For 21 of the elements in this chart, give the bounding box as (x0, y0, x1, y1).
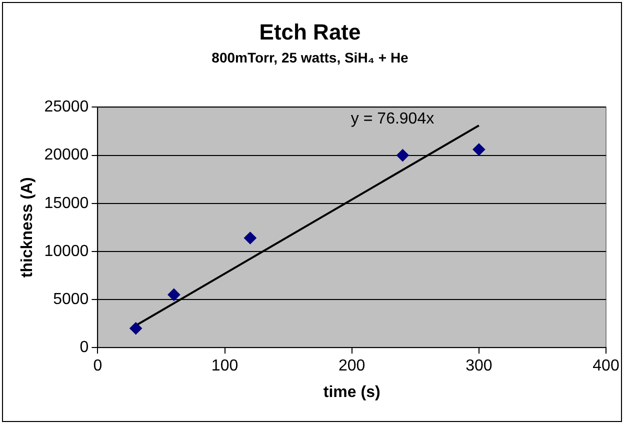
y-tick-label: 20000 (44, 146, 89, 164)
x-tick-label: 0 (93, 358, 102, 375)
x-tick-label: 100 (211, 358, 238, 375)
x-axis-title: time (s) (323, 384, 380, 401)
x-tick-label: 400 (592, 358, 620, 375)
x-tick-label: 300 (466, 358, 492, 375)
point (130, 322, 142, 334)
point (244, 232, 256, 244)
y-axis-title: thickness (A) (19, 177, 36, 278)
y-tick-label: 0 (80, 339, 89, 356)
point (472, 144, 485, 156)
y-tick-label: 15000 (44, 194, 89, 212)
chart-subtitle: 800mTorr, 25 watts, SiH₄ + He (212, 50, 409, 66)
annotation: y = 76.904x (350, 110, 434, 128)
y-tick-label: 25000 (44, 98, 89, 116)
chart-title: Etch Rate (259, 19, 361, 44)
point (168, 288, 180, 301)
point (396, 149, 409, 162)
y-tick-label: 5000 (53, 290, 89, 308)
x-tick-label: 200 (338, 358, 366, 375)
y-tick-label: 10000 (44, 242, 89, 260)
